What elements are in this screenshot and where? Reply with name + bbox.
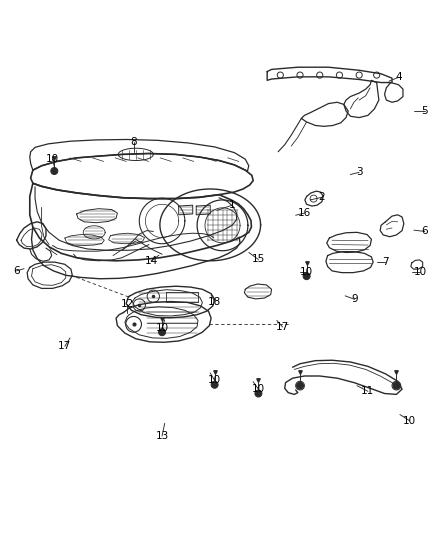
Text: 3: 3 <box>356 167 363 177</box>
Text: 10: 10 <box>414 266 427 277</box>
Text: 14: 14 <box>145 256 158 266</box>
Circle shape <box>255 390 262 397</box>
Circle shape <box>211 381 218 388</box>
Circle shape <box>51 167 58 174</box>
Text: 10: 10 <box>403 416 416 426</box>
Text: 6: 6 <box>421 227 428 237</box>
Text: 4: 4 <box>395 72 402 82</box>
Text: 12: 12 <box>120 298 134 309</box>
Text: 17: 17 <box>58 341 71 351</box>
Circle shape <box>303 273 310 280</box>
Text: 7: 7 <box>382 257 389 267</box>
Text: 10: 10 <box>155 323 169 333</box>
Text: 10: 10 <box>208 375 221 385</box>
Text: 9: 9 <box>351 294 358 304</box>
Text: 18: 18 <box>208 296 221 306</box>
Text: 13: 13 <box>155 431 169 441</box>
Text: 17: 17 <box>276 322 289 332</box>
Text: 5: 5 <box>421 106 428 116</box>
Text: 11: 11 <box>361 386 374 397</box>
Text: 6: 6 <box>13 266 20 276</box>
Text: 16: 16 <box>298 208 311 218</box>
Text: 8: 8 <box>130 136 137 147</box>
Text: 15: 15 <box>252 254 265 264</box>
Circle shape <box>159 329 166 336</box>
Circle shape <box>393 382 400 389</box>
Text: 10: 10 <box>46 154 59 164</box>
Text: 1: 1 <box>229 200 236 210</box>
Text: 10: 10 <box>300 267 313 277</box>
Text: 2: 2 <box>318 192 325 203</box>
Circle shape <box>297 382 304 389</box>
Text: 10: 10 <box>252 384 265 394</box>
